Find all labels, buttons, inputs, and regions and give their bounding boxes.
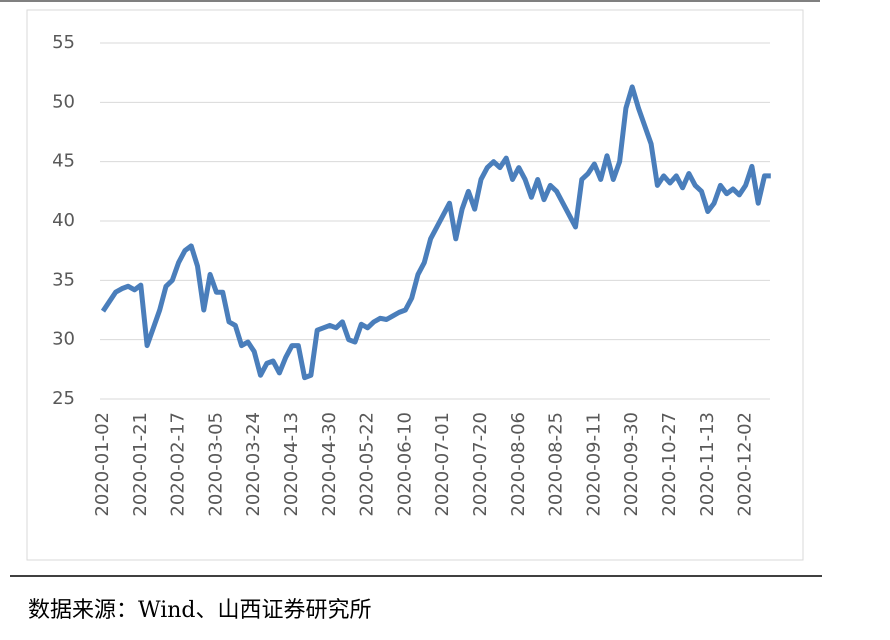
x-tick-label: 2020-02-17 <box>168 412 189 517</box>
x-tick-label: 2020-08-06 <box>508 412 529 517</box>
x-tick-label: 2020-01-02 <box>92 412 113 517</box>
data-line <box>100 84 771 381</box>
x-tick-label: 2020-01-21 <box>130 412 151 517</box>
y-tick-label: 50 <box>52 91 75 112</box>
y-tick-label: 35 <box>52 269 75 290</box>
y-tick-label: 55 <box>52 32 75 53</box>
chart-frame <box>26 9 804 561</box>
x-tick-label: 2020-05-22 <box>357 412 378 517</box>
x-tick-label: 2020-06-10 <box>394 412 415 517</box>
x-tick-label: 2020-09-11 <box>583 412 604 517</box>
source-note: 数据来源：Wind、山西证券研究所 <box>28 598 372 623</box>
y-tick-label: 30 <box>52 329 75 350</box>
x-tick-label: 2020-07-01 <box>432 412 453 517</box>
x-tick-label: 2020-03-05 <box>205 412 226 517</box>
y-tick-label: 40 <box>52 210 75 231</box>
chart: 25 30 35 40 45 50 55 2020-01-02 2020-01-21 2020-0… <box>0 0 822 577</box>
x-tick-label: 2020-10-27 <box>659 412 680 517</box>
x-tick-label: 2020-09-30 <box>621 412 642 517</box>
x-tick-label: 2020-07-20 <box>470 412 491 517</box>
x-tick-label: 2020-08-25 <box>546 412 567 517</box>
x-tick-label: 2020-12-02 <box>735 412 756 517</box>
x-tick-label: 2020-03-24 <box>243 412 264 517</box>
x-tick-label: 2020-11-13 <box>697 412 718 517</box>
y-tick-label: 25 <box>52 388 75 409</box>
x-tick-label: 2020-04-30 <box>319 412 340 517</box>
x-tick-label: 2020-04-13 <box>281 412 302 517</box>
y-tick-label: 45 <box>52 151 75 172</box>
